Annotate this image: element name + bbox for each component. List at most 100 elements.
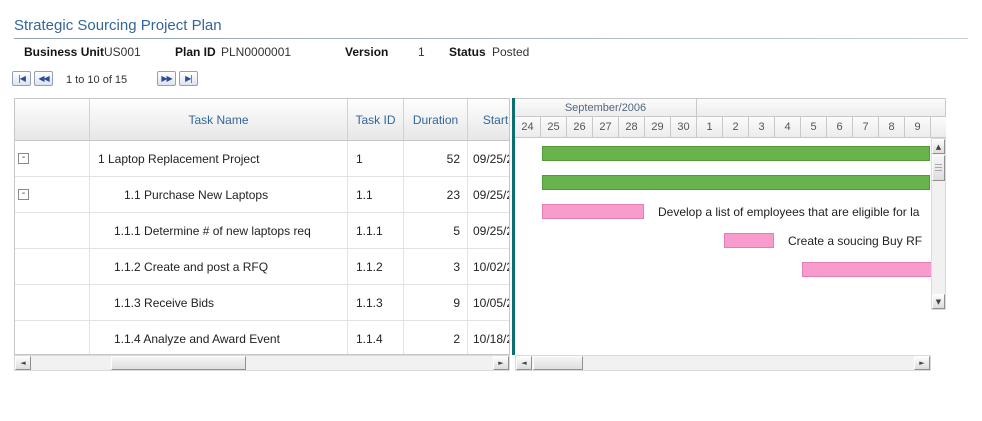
day-header: 7 bbox=[853, 117, 879, 138]
duration-cell: 9 bbox=[404, 285, 468, 320]
day-header: 29 bbox=[645, 117, 671, 138]
day-header: 26 bbox=[567, 117, 593, 138]
col-header-expand bbox=[15, 99, 90, 140]
scroll-up-icon[interactable]: ▲ bbox=[932, 139, 945, 154]
day-header: 3 bbox=[749, 117, 775, 138]
collapse-icon[interactable]: - bbox=[18, 189, 29, 200]
task-id-cell: 1.1 bbox=[348, 177, 404, 212]
scroll-right-icon[interactable]: ► bbox=[914, 356, 930, 370]
business-unit-value: US001 bbox=[104, 45, 141, 59]
scroll-left-icon[interactable]: ◄ bbox=[516, 356, 532, 370]
duration-cell: 2 bbox=[404, 321, 468, 354]
col-header-duration: Duration bbox=[404, 99, 468, 140]
start-date-cell: 10/05/2 bbox=[468, 285, 509, 320]
gantt-vscroll-thumb[interactable] bbox=[932, 155, 945, 181]
last-page-button[interactable]: ▶| bbox=[179, 71, 198, 86]
business-unit-label: Business Unit bbox=[24, 45, 105, 59]
status-field: Status Posted bbox=[449, 45, 529, 59]
plan-id-label: Plan ID bbox=[175, 45, 216, 59]
day-header-filler bbox=[931, 117, 946, 138]
col-header-task-id: Task ID bbox=[348, 99, 404, 140]
grid-header-row: Task Name Task ID Duration Start bbox=[15, 99, 509, 141]
start-date-cell: 09/25/2 bbox=[468, 213, 509, 248]
month-header-next bbox=[697, 98, 946, 117]
gantt-bar-task-receive-bids[interactable] bbox=[802, 262, 931, 277]
duration-cell: 3 bbox=[404, 249, 468, 284]
gantt-bar-label: Create a soucing Buy RF bbox=[788, 234, 923, 248]
task-name-cell: 1.1.1 Determine # of new laptops req bbox=[90, 213, 348, 248]
task-name-cell: 1 Laptop Replacement Project bbox=[90, 141, 348, 176]
day-header: 27 bbox=[593, 117, 619, 138]
task-name-cell: 1.1.2 Create and post a RFQ bbox=[90, 249, 348, 284]
duration-cell: 52 bbox=[404, 141, 468, 176]
plan-id-field: Plan ID PLN0000001 bbox=[175, 45, 291, 59]
month-header-row: September/2006 bbox=[515, 98, 946, 117]
task-name-cell: 1.1 Purchase New Laptops bbox=[90, 177, 348, 212]
month-header-september: September/2006 bbox=[515, 98, 697, 117]
day-header: 5 bbox=[801, 117, 827, 138]
collapse-icon[interactable]: - bbox=[18, 153, 29, 164]
version-value: 1 bbox=[418, 45, 425, 59]
duration-cell: 5 bbox=[404, 213, 468, 248]
day-header: 2 bbox=[723, 117, 749, 138]
start-date-cell: 10/18/2 bbox=[468, 321, 509, 354]
task-id-cell: 1.1.3 bbox=[348, 285, 404, 320]
previous-page-button[interactable]: ◀◀ bbox=[34, 71, 53, 86]
title-divider bbox=[14, 38, 968, 39]
task-id-cell: 1.1.4 bbox=[348, 321, 404, 354]
next-page-button[interactable]: ▶▶ bbox=[157, 71, 176, 86]
scroll-right-icon[interactable]: ► bbox=[493, 356, 509, 370]
day-header: 1 bbox=[697, 117, 723, 138]
gantt-horizontal-scrollbar[interactable]: ◄ ► bbox=[515, 355, 931, 371]
gantt-bar-label: Develop a list of employees that are eli… bbox=[658, 205, 920, 219]
scroll-down-icon[interactable]: ▼ bbox=[932, 294, 945, 309]
business-unit-field: Business UnitUS001 bbox=[24, 45, 141, 59]
start-date-cell: 10/02/2 bbox=[468, 249, 509, 284]
day-header: 8 bbox=[879, 117, 905, 138]
version-label: Version bbox=[345, 45, 389, 59]
start-date-cell: 09/25/2 bbox=[468, 177, 509, 212]
first-page-icon: |◀ bbox=[18, 73, 26, 83]
task-name-cell: 1.1.3 Receive Bids bbox=[90, 285, 348, 320]
grid-horizontal-scrollbar[interactable]: ◄ ► bbox=[14, 355, 510, 371]
col-header-task-name: Task Name bbox=[90, 99, 348, 140]
grid-hscroll-thumb[interactable] bbox=[111, 356, 246, 370]
duration-cell: 23 bbox=[404, 177, 468, 212]
gantt-hscroll-thumb[interactable] bbox=[533, 356, 583, 370]
gantt-bar-task-determine-laptops[interactable] bbox=[542, 204, 644, 219]
task-name-cell: 1.1.4 Analyze and Award Event bbox=[90, 321, 348, 354]
previous-page-icon: ◀◀ bbox=[38, 73, 49, 83]
last-page-icon: ▶| bbox=[185, 73, 193, 83]
task-grid: Task Name Task ID Duration Start - 1 Lap… bbox=[14, 98, 510, 355]
col-header-start: Start bbox=[468, 99, 509, 140]
row-range-text: 1 to 10 of 15 bbox=[66, 74, 128, 86]
day-header: 9 bbox=[905, 117, 931, 138]
day-header: 6 bbox=[827, 117, 853, 138]
task-id-cell: 1.1.1 bbox=[348, 213, 404, 248]
version-field: Version 1 bbox=[345, 45, 425, 59]
gantt-vertical-scrollbar[interactable]: ▲ ▼ bbox=[931, 138, 946, 310]
gantt-plot-area: Develop a list of employees that are eli… bbox=[515, 138, 931, 355]
scroll-left-icon[interactable]: ◄ bbox=[15, 356, 31, 370]
gantt-bar-project-summary[interactable] bbox=[542, 146, 930, 161]
task-row-3: 1.1.2 Create and post a RFQ 1.1.2 3 10/0… bbox=[15, 249, 509, 285]
task-row-1: - 1.1 Purchase New Laptops 1.1 23 09/25/… bbox=[15, 177, 509, 213]
gantt-bar-task-create-rfq[interactable] bbox=[724, 233, 774, 248]
gantt-chart-panel: September/2006 24 25 26 27 28 29 30 1 2 … bbox=[512, 98, 946, 371]
day-header-row: 24 25 26 27 28 29 30 1 2 3 4 5 6 7 8 9 bbox=[515, 117, 946, 138]
day-header: 30 bbox=[671, 117, 697, 138]
plan-id-value: PLN0000001 bbox=[221, 45, 292, 59]
task-row-0: - 1 Laptop Replacement Project 1 52 09/2… bbox=[15, 141, 509, 177]
task-id-cell: 1 bbox=[348, 141, 404, 176]
first-page-button[interactable]: |◀ bbox=[12, 71, 31, 86]
day-header: 4 bbox=[775, 117, 801, 138]
gantt-timescale-header: September/2006 24 25 26 27 28 29 30 1 2 … bbox=[515, 98, 946, 138]
next-page-icon: ▶▶ bbox=[161, 73, 172, 83]
task-row-2: 1.1.1 Determine # of new laptops req 1.1… bbox=[15, 213, 509, 249]
task-id-cell: 1.1.2 bbox=[348, 249, 404, 284]
task-row-5: 1.1.4 Analyze and Award Event 1.1.4 2 10… bbox=[15, 321, 509, 354]
gantt-bar-phase-summary[interactable] bbox=[542, 175, 930, 190]
status-label: Status bbox=[449, 45, 486, 59]
start-date-cell: 09/25/2 bbox=[468, 141, 509, 176]
today-line bbox=[512, 98, 515, 355]
